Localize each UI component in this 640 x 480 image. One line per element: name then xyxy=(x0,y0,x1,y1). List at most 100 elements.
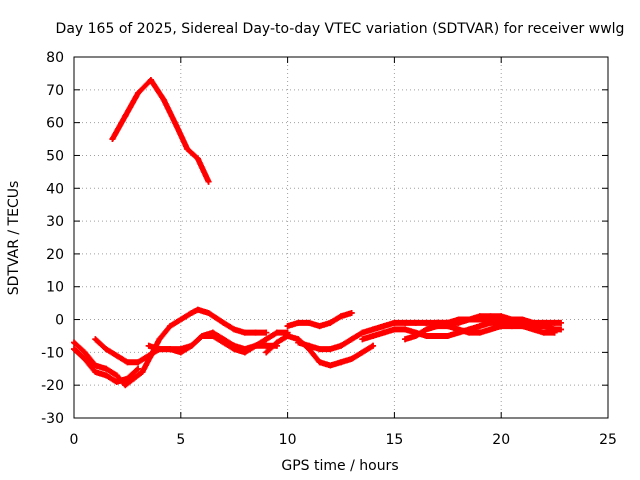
y-tick-label: 40 xyxy=(46,181,64,197)
x-tick-label: 10 xyxy=(279,432,297,448)
y-tick-label: -20 xyxy=(41,378,64,394)
data-point xyxy=(423,332,430,339)
data-point xyxy=(519,316,526,323)
data-point xyxy=(295,339,302,346)
data-point xyxy=(130,375,137,382)
data-point xyxy=(551,319,558,326)
data-point xyxy=(241,329,248,336)
data-point xyxy=(145,352,152,359)
data-point xyxy=(188,342,195,349)
data-point xyxy=(103,365,110,372)
y-tick-label: -10 xyxy=(41,345,64,361)
data-point xyxy=(412,332,419,339)
x-tick-label: 0 xyxy=(70,432,79,448)
tick-marks xyxy=(73,56,609,419)
data-point xyxy=(519,323,526,330)
data-point xyxy=(273,329,280,336)
data-point xyxy=(284,332,291,339)
data-point xyxy=(348,336,355,343)
data-point xyxy=(273,339,280,346)
data-point xyxy=(434,332,441,339)
data-point xyxy=(231,326,238,333)
y-tick-label: 30 xyxy=(46,214,64,230)
data-point xyxy=(402,319,409,326)
data-point xyxy=(71,339,77,346)
x-tick-label: 25 xyxy=(599,432,617,448)
series-arc-5 xyxy=(145,329,280,353)
series-arc-2 xyxy=(71,306,270,389)
x-axis-label: GPS time / hours xyxy=(281,458,398,474)
data-point xyxy=(177,346,184,353)
y-tick-label: 10 xyxy=(46,280,64,296)
data-point xyxy=(147,76,154,83)
data-point xyxy=(530,319,537,326)
data-point xyxy=(231,342,238,349)
data-point xyxy=(370,342,377,349)
data-point xyxy=(551,329,558,336)
x-tick-label: 5 xyxy=(176,432,185,448)
data-point xyxy=(455,326,462,333)
y-tick-label: -30 xyxy=(41,411,64,427)
data-point xyxy=(113,378,120,385)
data-point xyxy=(81,349,88,356)
data-point xyxy=(139,369,146,376)
x-tick-label: 15 xyxy=(385,432,403,448)
data-point xyxy=(348,309,355,316)
data-point xyxy=(370,332,377,339)
data-point xyxy=(316,346,323,353)
data-point xyxy=(145,342,152,349)
data-point xyxy=(540,319,547,326)
data-point xyxy=(220,336,227,343)
data-point xyxy=(92,336,99,343)
data-point xyxy=(316,359,323,366)
data-point xyxy=(124,375,131,382)
data-point xyxy=(391,326,398,333)
series-arc-11 xyxy=(434,313,565,326)
data-point xyxy=(263,329,270,336)
data-point xyxy=(316,323,323,330)
x-tick-labels: 0 5 10 15 20 25 xyxy=(70,432,617,448)
data-point xyxy=(156,346,163,353)
data-point xyxy=(205,309,212,316)
data-point xyxy=(122,113,129,120)
data-point xyxy=(263,342,270,349)
x-tick-label: 20 xyxy=(492,432,510,448)
data-point xyxy=(327,346,334,353)
data-point xyxy=(109,136,116,143)
data-point xyxy=(466,316,473,323)
data-point xyxy=(177,316,184,323)
series-arc-4 xyxy=(71,346,142,385)
data-point xyxy=(241,346,248,353)
data-point xyxy=(508,316,515,323)
data-point xyxy=(558,319,565,326)
data-point xyxy=(508,323,515,330)
data-point xyxy=(167,346,174,353)
data-point xyxy=(135,359,142,366)
data-point xyxy=(359,336,366,343)
y-tick-label: 20 xyxy=(46,247,64,263)
data-point xyxy=(327,362,334,369)
data-point xyxy=(540,329,547,336)
data-point xyxy=(476,323,483,330)
data-point xyxy=(412,319,419,326)
data-point xyxy=(199,332,206,339)
data-point xyxy=(338,313,344,320)
data-point xyxy=(92,369,99,376)
data-point xyxy=(402,326,409,333)
data-point xyxy=(423,326,430,333)
data-point xyxy=(135,365,142,372)
data-point xyxy=(113,352,120,359)
data-point xyxy=(156,336,163,343)
series-markers xyxy=(109,76,212,185)
data-point xyxy=(359,329,366,336)
data-point xyxy=(380,323,387,330)
data-point xyxy=(71,346,77,353)
series-arc-9 xyxy=(359,319,565,343)
data-point xyxy=(160,96,167,103)
data-point xyxy=(252,329,259,336)
y-tick-label: 80 xyxy=(46,50,64,66)
series-arc-1 xyxy=(109,76,212,185)
data-point xyxy=(263,349,270,356)
data-point xyxy=(444,332,451,339)
data-point xyxy=(295,319,302,326)
